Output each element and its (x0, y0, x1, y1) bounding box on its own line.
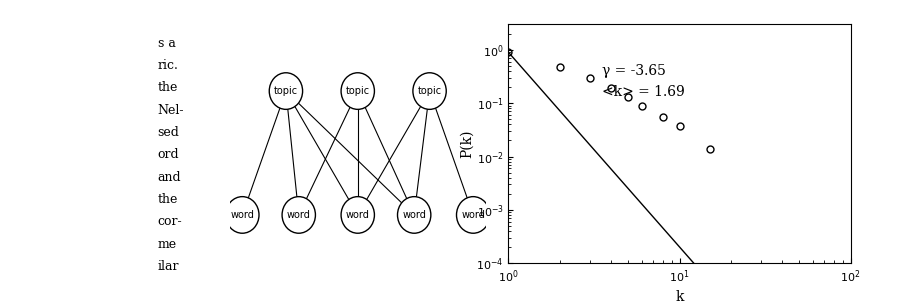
Circle shape (398, 197, 431, 233)
Text: <k> = 1.69: <k> = 1.69 (601, 85, 684, 99)
Text: the: the (158, 81, 178, 94)
Text: and: and (158, 171, 181, 184)
Text: word: word (230, 210, 255, 220)
Circle shape (226, 197, 259, 233)
Text: word: word (346, 210, 370, 220)
Text: γ = -3.65: γ = -3.65 (601, 64, 665, 78)
Text: word: word (461, 210, 485, 220)
Text: word: word (287, 210, 310, 220)
Text: ilar: ilar (158, 260, 179, 273)
Text: Nel-: Nel- (158, 104, 184, 117)
Text: me: me (158, 238, 176, 251)
Circle shape (456, 197, 490, 233)
X-axis label: k: k (675, 290, 684, 304)
Text: word: word (402, 210, 426, 220)
Text: sed: sed (158, 126, 179, 139)
Circle shape (413, 73, 446, 109)
Circle shape (269, 73, 302, 109)
Text: s a: s a (158, 37, 176, 50)
Circle shape (341, 73, 374, 109)
Text: cor-: cor- (158, 215, 182, 228)
Text: topic: topic (274, 86, 298, 96)
Text: topic: topic (418, 86, 442, 96)
Y-axis label: P(k): P(k) (460, 129, 473, 158)
Text: ric.: ric. (158, 59, 178, 72)
Text: ord: ord (158, 148, 179, 161)
Text: the: the (158, 193, 178, 206)
Circle shape (341, 197, 374, 233)
Text: topic: topic (346, 86, 370, 96)
Circle shape (282, 197, 315, 233)
